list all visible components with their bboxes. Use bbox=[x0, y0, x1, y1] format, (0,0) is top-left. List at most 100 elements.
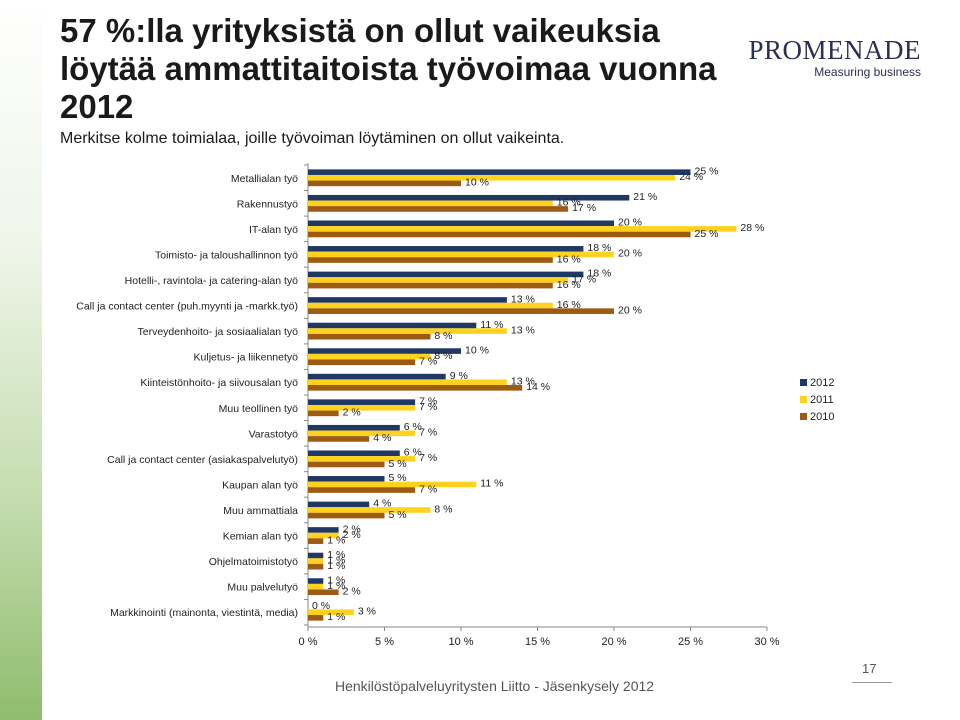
data-label-2010: 8 % bbox=[434, 330, 452, 342]
bar-2011 bbox=[308, 507, 431, 513]
legend-label-2010: 2010 bbox=[810, 411, 834, 423]
promenade-logo: PROMENADE Measuring business bbox=[726, 36, 921, 80]
data-label-2011: 13 % bbox=[511, 376, 535, 388]
data-label-2011: 16 % bbox=[557, 197, 581, 209]
x-tick-label: 10 % bbox=[448, 636, 473, 648]
x-tick-label: 30 % bbox=[754, 636, 779, 648]
data-label-2010: 20 % bbox=[618, 304, 642, 316]
bar-2012 bbox=[308, 424, 400, 431]
bar-2010 bbox=[308, 615, 324, 621]
bar-2012 bbox=[308, 271, 584, 278]
bar-2011 bbox=[308, 404, 416, 411]
category-label: Varastotyö bbox=[249, 428, 299, 440]
data-label-2011: 3 % bbox=[358, 606, 376, 618]
bar-2012 bbox=[308, 322, 477, 329]
data-label-2011: 24 % bbox=[679, 171, 703, 183]
decorative-green-strip bbox=[0, 0, 42, 720]
data-label-2012: 1 % bbox=[327, 549, 345, 561]
x-tick-label: 0 % bbox=[299, 636, 318, 648]
data-label-2010: 7 % bbox=[419, 483, 437, 495]
data-label-2012: 21 % bbox=[633, 191, 657, 203]
bar-2010 bbox=[308, 231, 691, 238]
bar-2010 bbox=[308, 538, 324, 544]
bar-2010 bbox=[308, 257, 553, 263]
data-label-2011: 16 % bbox=[557, 299, 581, 311]
data-label-2010: 1 % bbox=[327, 560, 345, 572]
bar-2010 bbox=[308, 461, 385, 468]
page-title: 57 %:lla yrityksistä on ollut vaikeuksia… bbox=[60, 12, 717, 125]
data-label-2012: 11 % bbox=[480, 319, 503, 331]
category-label: Markkinointi (mainonta, viestintä, media… bbox=[110, 607, 298, 619]
bar-2010 bbox=[308, 180, 461, 187]
page-number-underline bbox=[852, 682, 892, 683]
bar-2011 bbox=[308, 456, 416, 462]
page-number: 17 bbox=[862, 661, 877, 676]
category-label: Call ja contact center (asiakaspalveluty… bbox=[107, 454, 298, 466]
data-label-2011: 8 % bbox=[434, 503, 452, 515]
bar-2012 bbox=[308, 578, 324, 584]
x-tick-label: 20 % bbox=[601, 636, 626, 648]
category-label: Rakennustyö bbox=[237, 198, 298, 210]
logo-tagline: Measuring business bbox=[814, 65, 921, 79]
data-label-2012: 4 % bbox=[373, 498, 391, 510]
data-label-2011: 7 % bbox=[419, 452, 437, 464]
bar-2010 bbox=[308, 282, 553, 289]
logo-name: PROMENADE bbox=[748, 35, 921, 65]
category-label: Muu palvelutyö bbox=[227, 582, 298, 594]
data-label-2011: 1 % bbox=[327, 554, 345, 566]
bar-2011 bbox=[308, 328, 507, 334]
data-label-2011: 2 % bbox=[343, 529, 361, 541]
data-label-2010: 2 % bbox=[343, 407, 361, 419]
bar-2011 bbox=[308, 558, 324, 564]
data-label-2012: 9 % bbox=[450, 370, 468, 382]
bar-2010 bbox=[308, 333, 431, 340]
data-label-2011: 20 % bbox=[618, 248, 642, 260]
data-label-2011: 7 % bbox=[419, 427, 437, 439]
data-label-2011: 17 % bbox=[572, 273, 596, 285]
bar-2010 bbox=[308, 563, 324, 570]
bar-2010 bbox=[308, 385, 523, 391]
category-label: Muu teollinen työ bbox=[219, 403, 299, 415]
data-label-2010: 4 % bbox=[373, 432, 391, 444]
category-label: Ohjelmatoimistotyö bbox=[209, 556, 298, 568]
bar-2010 bbox=[308, 589, 339, 596]
bar-2012 bbox=[308, 169, 691, 175]
bar-2011 bbox=[308, 609, 354, 616]
data-label-2010: 16 % bbox=[557, 253, 581, 265]
data-label-2010: 1 % bbox=[327, 611, 345, 623]
category-label: Toimisto- ja taloushallinnon työ bbox=[155, 249, 298, 261]
x-tick-label: 25 % bbox=[678, 636, 703, 648]
bar-2011 bbox=[308, 532, 339, 539]
bar-2012 bbox=[308, 220, 614, 227]
data-label-2012: 0 % bbox=[312, 600, 330, 612]
category-label: Kiinteistönhoito- ja siivousalan työ bbox=[140, 377, 298, 389]
data-label-2010: 1 % bbox=[327, 534, 345, 546]
bar-2012 bbox=[308, 297, 507, 303]
category-label: Terveydenhoito- ja sosiaalialan työ bbox=[137, 326, 298, 338]
legend-label-2011: 2011 bbox=[810, 394, 834, 406]
bar-2011 bbox=[308, 226, 737, 232]
data-label-2012: 7 % bbox=[419, 395, 437, 407]
data-label-2010: 16 % bbox=[557, 279, 581, 291]
legend-swatch-2010 bbox=[800, 413, 807, 420]
bar-2010 bbox=[308, 512, 385, 519]
data-label-2010: 10 % bbox=[465, 177, 489, 189]
bar-2011 bbox=[308, 251, 614, 258]
data-label-2010: 14 % bbox=[526, 381, 550, 393]
bar-2012 bbox=[308, 194, 630, 201]
bar-2012 bbox=[308, 246, 584, 252]
data-label-2012: 25 % bbox=[695, 165, 719, 177]
page-subtitle: Merkitse kolme toimialaa, joille työvoim… bbox=[60, 130, 565, 147]
bar-2011 bbox=[308, 379, 507, 386]
data-label-2010: 5 % bbox=[389, 458, 407, 470]
bar-2011 bbox=[308, 353, 431, 360]
data-label-2012: 10 % bbox=[465, 344, 489, 356]
footer-text: Henkilöstöpalveluyritysten Liitto - Jäse… bbox=[335, 678, 655, 694]
bar-2012 bbox=[308, 501, 370, 508]
bar-2011 bbox=[308, 302, 553, 309]
bar-2012 bbox=[308, 527, 339, 533]
data-label-2012: 20 % bbox=[618, 217, 642, 229]
data-label-2012: 1 % bbox=[327, 574, 345, 586]
data-label-2011: 7 % bbox=[419, 401, 437, 413]
